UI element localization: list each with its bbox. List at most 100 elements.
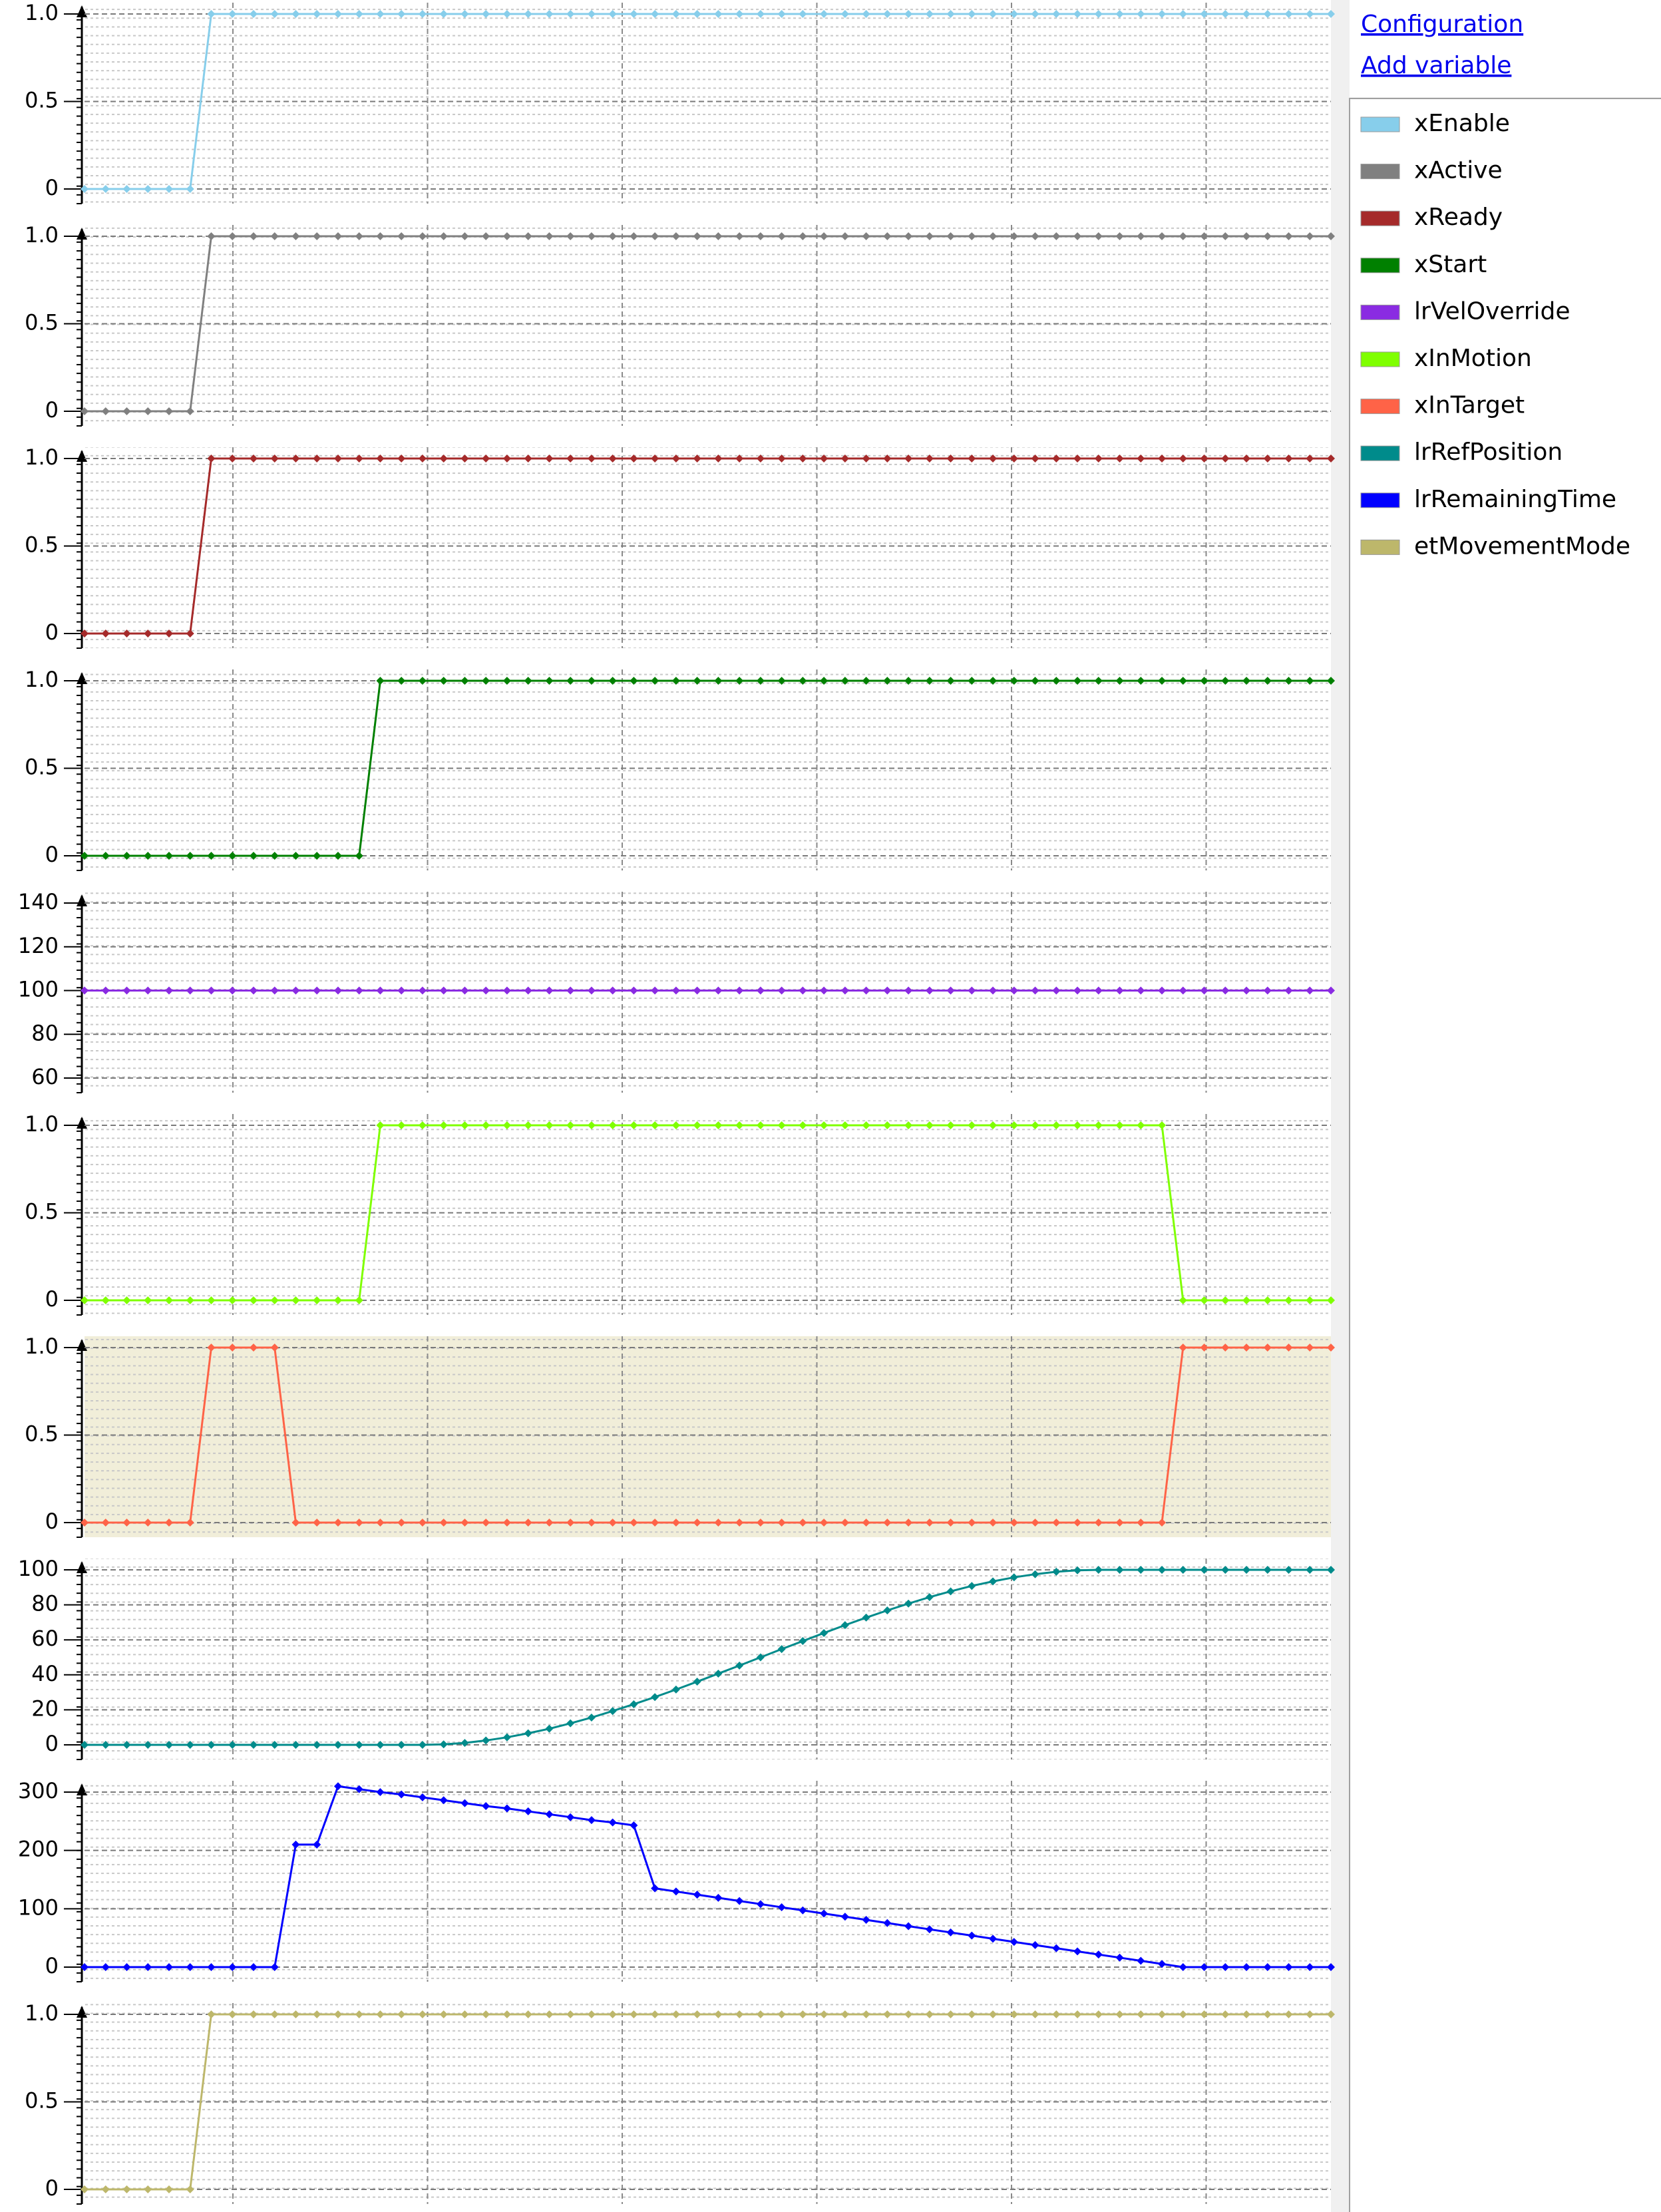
data-point <box>101 407 110 415</box>
data-point <box>777 1519 786 1527</box>
data-point <box>1263 986 1272 995</box>
legend-label: lrRemainingTime <box>1414 486 1616 513</box>
data-point <box>207 1344 216 1352</box>
data-point <box>164 852 173 860</box>
data-point <box>968 1582 976 1590</box>
data-point <box>608 986 617 995</box>
data-point <box>1137 10 1145 18</box>
data-point <box>524 232 532 240</box>
data-point <box>355 10 363 18</box>
data-point <box>799 10 807 18</box>
data-point <box>1327 232 1335 240</box>
data-point <box>1052 455 1061 462</box>
data-point <box>968 1121 976 1129</box>
data-point <box>122 407 131 415</box>
data-point <box>1284 232 1293 240</box>
data-point <box>925 1593 934 1602</box>
data-point <box>1137 1956 1145 1965</box>
data-point <box>968 677 976 685</box>
data-point <box>186 630 194 638</box>
data-point <box>1052 10 1061 18</box>
data-point <box>735 1897 744 1905</box>
data-point <box>81 1741 89 1749</box>
y-tick-label: 0.5 <box>25 1199 59 1224</box>
data-point <box>904 1922 913 1931</box>
data-point <box>630 986 638 995</box>
data-point <box>397 232 406 240</box>
data-point <box>1221 986 1230 995</box>
data-point <box>355 1296 363 1304</box>
data-point <box>418 986 427 995</box>
data-point <box>270 455 279 462</box>
data-point <box>840 677 849 685</box>
data-point <box>1031 455 1039 462</box>
add-variable-link[interactable]: Add variable <box>1361 52 1511 79</box>
data-point <box>756 677 765 685</box>
data-point <box>418 2010 427 2018</box>
data-point <box>693 2010 701 2018</box>
data-point <box>502 2010 511 2018</box>
data-point <box>1094 2010 1103 2018</box>
data-point <box>333 986 342 995</box>
data-point <box>376 1519 385 1527</box>
data-point <box>1327 1344 1335 1352</box>
data-point <box>989 1121 998 1129</box>
data-point <box>840 455 849 462</box>
data-point <box>989 10 998 18</box>
configuration-link[interactable]: Configuration <box>1361 11 1523 38</box>
y-tick-label: 0 <box>45 620 59 645</box>
data-point <box>439 1796 448 1805</box>
data-point <box>1263 1296 1272 1304</box>
data-point <box>968 2010 976 2018</box>
data-point <box>714 1519 723 1527</box>
data-point <box>840 232 849 240</box>
data-point <box>925 2010 934 2018</box>
data-point <box>566 232 575 240</box>
data-point <box>545 1810 554 1819</box>
data-point <box>524 2010 532 2018</box>
data-point <box>1284 1963 1293 1971</box>
data-point <box>693 1519 701 1527</box>
data-point <box>1115 1953 1124 1962</box>
data-point <box>207 852 216 860</box>
data-point <box>862 2010 870 2018</box>
data-point <box>1242 1566 1251 1574</box>
y-tick-label: 60 <box>31 1064 59 1089</box>
data-point <box>1200 2010 1208 2018</box>
data-point <box>101 1741 110 1749</box>
data-point <box>333 2010 342 2018</box>
legend-label: xReady <box>1414 204 1503 231</box>
data-point <box>164 185 173 193</box>
data-point <box>799 677 807 685</box>
y-tick-label: 1.0 <box>25 222 59 248</box>
data-point <box>461 1739 469 1748</box>
data-point <box>1263 455 1272 462</box>
data-point <box>862 986 870 995</box>
y-tick-label: 0 <box>45 2175 59 2201</box>
data-point <box>545 2010 554 2018</box>
data-point <box>1327 10 1335 18</box>
data-point <box>186 2185 194 2193</box>
data-point <box>1137 1519 1145 1527</box>
data-point <box>735 232 744 240</box>
data-point <box>777 1903 786 1912</box>
data-point <box>313 1519 321 1527</box>
data-point <box>693 677 701 685</box>
y-tick-label: 0.5 <box>25 755 59 780</box>
data-point <box>144 630 152 638</box>
data-point <box>1221 1344 1230 1352</box>
data-point <box>587 986 596 995</box>
data-point <box>608 232 617 240</box>
data-point <box>228 1296 237 1304</box>
data-point <box>989 986 998 995</box>
data-point <box>122 852 131 860</box>
data-point <box>693 232 701 240</box>
data-point <box>1158 455 1167 462</box>
data-point <box>313 986 321 995</box>
data-point <box>439 2010 448 2018</box>
data-point <box>651 2010 659 2018</box>
data-point <box>1306 1344 1314 1352</box>
data-point <box>777 1121 786 1129</box>
data-point <box>862 10 870 18</box>
